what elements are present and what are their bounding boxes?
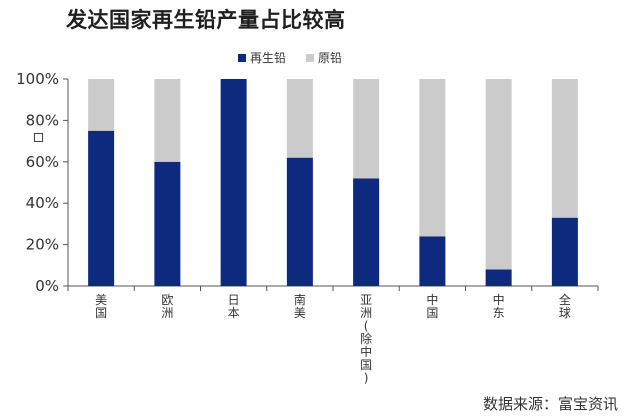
stray-square-mark bbox=[34, 133, 43, 142]
bar-segment-recycled bbox=[551, 217, 578, 286]
legend-item-primary: 原铅 bbox=[306, 49, 342, 66]
bar-segment-primary bbox=[88, 79, 115, 131]
bar-segment-primary bbox=[353, 79, 380, 179]
bar-segment-recycled bbox=[154, 161, 181, 286]
x-category-label: 亚洲(除中国) bbox=[360, 293, 372, 385]
bar-segment-recycled bbox=[286, 157, 313, 286]
bar-segment-recycled bbox=[220, 79, 247, 286]
legend-item-recycled: 再生铅 bbox=[238, 49, 286, 66]
bar-segment-recycled bbox=[88, 130, 115, 286]
y-tick-label: 60% bbox=[26, 153, 59, 171]
bar-segment-primary bbox=[419, 79, 446, 237]
x-category-label: 中国 bbox=[426, 292, 438, 320]
y-tick-label: 40% bbox=[26, 194, 59, 212]
y-tick-label: 20% bbox=[26, 236, 59, 254]
bar-segment-recycled bbox=[485, 269, 512, 286]
legend-label-primary: 原铅 bbox=[318, 51, 343, 65]
y-tick-label: 0% bbox=[35, 277, 59, 295]
x-category-label: 欧洲 bbox=[161, 293, 173, 320]
bar-segment-recycled bbox=[353, 178, 380, 286]
legend-label-recycled: 再生铅 bbox=[250, 51, 287, 65]
y-tick-label: 100% bbox=[16, 70, 59, 88]
source-note: 数据来源：富宝资讯 bbox=[482, 395, 618, 413]
y-tick-label: 80% bbox=[26, 111, 59, 129]
x-category-label: 美国 bbox=[95, 293, 107, 320]
bar-segment-primary bbox=[154, 79, 181, 162]
x-category-label: 日本 bbox=[228, 293, 240, 320]
bar-segment-primary bbox=[286, 79, 313, 158]
x-category-label: 中东 bbox=[493, 292, 505, 320]
legend-swatch-primary bbox=[306, 53, 315, 62]
bar-segment-primary bbox=[551, 79, 578, 218]
x-category-label: 全球 bbox=[559, 292, 571, 320]
chart-title: 发达国家再生铅产量占比较高 bbox=[66, 8, 346, 32]
bar-segment-primary bbox=[485, 79, 512, 270]
x-category-label: 南美 bbox=[294, 292, 306, 320]
legend: 再生铅 原铅 bbox=[238, 49, 356, 66]
bar-segment-recycled bbox=[419, 236, 446, 286]
legend-swatch-recycled bbox=[238, 53, 246, 62]
